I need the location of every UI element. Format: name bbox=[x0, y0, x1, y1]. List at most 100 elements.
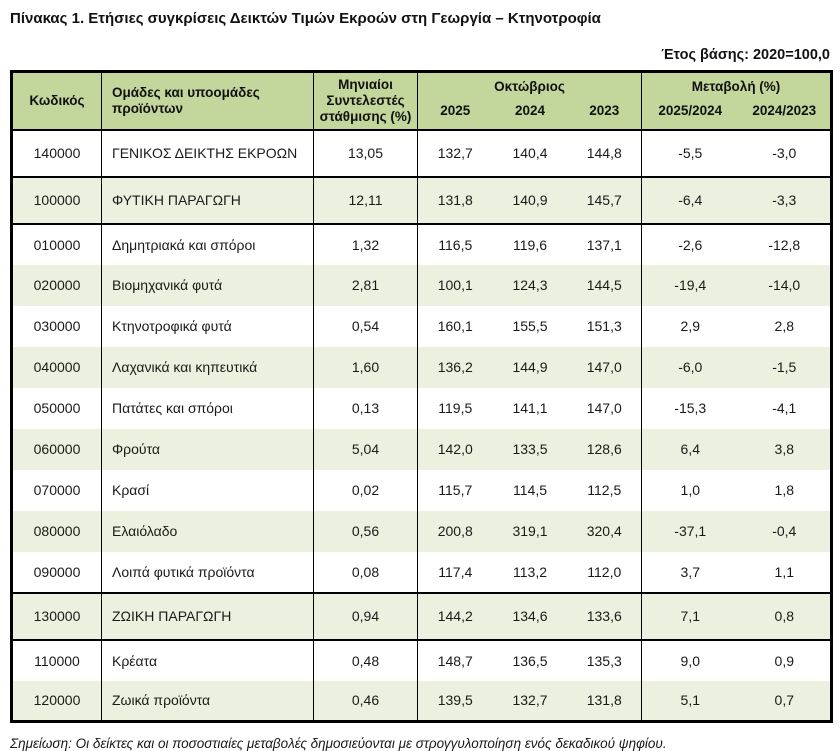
index-2023: 151,3 bbox=[567, 305, 643, 347]
change-2024-2023: 1,8 bbox=[774, 482, 794, 498]
change-2024-2023: -4,1 bbox=[772, 400, 797, 416]
weight-value: 12,11 bbox=[313, 176, 418, 224]
change-2024-2023: 1,1 bbox=[774, 563, 794, 580]
change-2025-2024: 6,4 bbox=[680, 441, 700, 457]
index-2025: 116,5 bbox=[438, 236, 473, 253]
change-2025-2024: 9,0 bbox=[680, 652, 700, 669]
index-2023: 133,6 bbox=[567, 592, 643, 640]
product-code: 080000 bbox=[11, 510, 102, 552]
index-2025: 144,2 bbox=[437, 608, 473, 624]
product-code: 140000 bbox=[11, 129, 102, 177]
index-2024: 140,9 bbox=[512, 192, 548, 208]
col-header-year-2024: 2024 bbox=[492, 101, 568, 130]
product-group-name: Δημητριακά και σπόροι bbox=[101, 223, 314, 265]
table-row: 110000 Κρέατα 0,48 148,7 136,5 135,3 9,0… bbox=[11, 639, 832, 681]
product-group-name: Ελαιόλαδο bbox=[101, 510, 314, 552]
change-2024-2023: 0,7 bbox=[774, 692, 794, 709]
change-2024-2023: 0,9 bbox=[774, 652, 794, 669]
index-2023: 145,7 bbox=[567, 176, 643, 224]
product-group-name: Κρέατα bbox=[101, 639, 314, 681]
base-year-label: Έτος βάσης: 2020=100,0 bbox=[661, 47, 830, 63]
table-row: 140000 ΓΕΝΙΚΟΣ ΔΕΙΚΤΗΣ ΕΚΡΟΩΝ 13,05 132,… bbox=[11, 129, 832, 177]
change-2025-2024: 1,0 bbox=[680, 482, 700, 498]
table-row: 020000 Βιομηχανικά φυτά 2,81 100,1 124,3… bbox=[11, 264, 832, 306]
product-code: 130000 bbox=[11, 592, 102, 640]
product-group-name: Κρασί bbox=[101, 469, 314, 511]
col-header-year-2023: 2023 bbox=[567, 101, 643, 130]
change-2025-2024: 7,1 bbox=[680, 608, 700, 624]
product-group-name: ΖΩΙΚΗ ΠΑΡΑΓΩΓΗ bbox=[101, 592, 314, 640]
change-2025-2024: -15,3 bbox=[674, 400, 707, 416]
index-2024: 134,6 bbox=[512, 608, 548, 624]
footnote: Σημείωση: Οι δείκτες και οι ποσοστιαίες … bbox=[10, 736, 667, 751]
product-code: 060000 bbox=[11, 428, 102, 470]
index-2025: 132,7 bbox=[437, 145, 473, 161]
index-2023: 144,5 bbox=[567, 264, 643, 306]
index-2024: 119,6 bbox=[513, 236, 547, 253]
index-2023: 128,6 bbox=[567, 428, 643, 470]
product-code: 040000 bbox=[11, 346, 102, 388]
change-2025-2024: 2,9 bbox=[680, 318, 700, 334]
change-2024-2023: 0,8 bbox=[774, 608, 794, 624]
header-row-groups: Κωδικός Ομάδες και υποομάδες προϊόντων Μ… bbox=[11, 71, 832, 130]
product-group-name: Ζωικά προϊόντα bbox=[101, 680, 314, 722]
product-code: 010000 bbox=[11, 223, 102, 265]
table-row: 060000 Φρούτα 5,04 142,0 133,5 128,6 6,4… bbox=[11, 428, 832, 470]
weight-value: 0,13 bbox=[313, 387, 418, 429]
weight-value: 5,04 bbox=[313, 428, 418, 470]
index-2024: 132,7 bbox=[512, 692, 548, 709]
index-2023: 131,8 bbox=[567, 680, 643, 722]
table-row: 010000 Δημητριακά και σπόροι 1,32 116,5 … bbox=[11, 223, 832, 265]
index-2025: 136,2 bbox=[437, 359, 473, 375]
change-2025-2024: -2,6 bbox=[678, 236, 703, 253]
col-header-change-2024-2023: 2024/2023 bbox=[738, 101, 832, 130]
product-code: 090000 bbox=[11, 551, 102, 593]
index-2025: 131,8 bbox=[437, 192, 473, 208]
index-2025: 117,4 bbox=[438, 563, 473, 580]
index-2023: 144,8 bbox=[567, 129, 643, 177]
weight-value: 0,48 bbox=[313, 639, 418, 681]
weight-value: 2,81 bbox=[313, 264, 418, 306]
product-code: 020000 bbox=[11, 264, 102, 306]
index-2025: 160,1 bbox=[437, 318, 473, 334]
table-title: Πίνακας 1. Ετήσιες συγκρίσεις Δεικτών Τι… bbox=[10, 10, 601, 27]
change-2024-2023: -1,5 bbox=[772, 359, 797, 375]
index-2025: 142,0 bbox=[437, 441, 473, 457]
index-2023: 112,0 bbox=[567, 551, 643, 593]
table-row: 130000 ΖΩΙΚΗ ΠΑΡΑΓΩΓΗ 0,94 144,2 134,6 1… bbox=[11, 592, 832, 640]
index-2024: 136,5 bbox=[512, 652, 548, 669]
product-group-name: Λαχανικά και κηπευτικά bbox=[101, 346, 314, 388]
weight-value: 0,56 bbox=[313, 510, 418, 552]
weight-value: 0,54 bbox=[313, 305, 418, 347]
table-header: Κωδικός Ομάδες και υποομάδες προϊόντων Μ… bbox=[11, 71, 832, 130]
weight-value: 0,94 bbox=[313, 592, 418, 640]
table-row: 030000 Κτηνοτροφικά φυτά 0,54 160,1 155,… bbox=[11, 305, 832, 347]
table-row: 040000 Λαχανικά και κηπευτικά 1,60 136,2… bbox=[11, 346, 832, 388]
table-row: 120000 Ζωικά προϊόντα 0,46 139,5 132,7 1… bbox=[11, 680, 832, 722]
index-2025: 148,7 bbox=[437, 652, 473, 669]
col-header-code: Κωδικός bbox=[11, 71, 102, 130]
col-header-year-2025: 2025 bbox=[417, 101, 493, 130]
weight-value: 13,05 bbox=[313, 129, 418, 177]
change-2024-2023: 2,8 bbox=[774, 318, 794, 334]
col-header-change-2025-2024: 2025/2024 bbox=[641, 101, 739, 130]
product-group-name: Πατάτες και σπόροι bbox=[101, 387, 314, 429]
table-row: 080000 Ελαιόλαδο 0,56 200,8 319,1 320,4 … bbox=[11, 510, 832, 552]
weight-value: 0,08 bbox=[313, 551, 418, 593]
index-2025: 139,5 bbox=[437, 692, 473, 709]
index-2025: 100,1 bbox=[437, 277, 473, 293]
table-row: 090000 Λοιπά φυτικά προϊόντα 0,08 117,4 … bbox=[11, 551, 832, 593]
header-row-years: 2025 2024 2023 2025/2024 2024/2023 bbox=[12, 101, 832, 130]
index-2024: 133,5 bbox=[512, 441, 548, 457]
product-group-name: Βιομηχανικά φυτά bbox=[101, 264, 314, 306]
index-2024: 114,5 bbox=[513, 482, 547, 498]
product-group-name: Φρούτα bbox=[101, 428, 314, 470]
product-group-name: Λοιπά φυτικά προϊόντα bbox=[101, 551, 314, 593]
product-code: 120000 bbox=[11, 680, 102, 722]
weight-value: 0,46 bbox=[313, 680, 418, 722]
index-2025: 119,5 bbox=[438, 400, 473, 416]
index-2024: 140,4 bbox=[512, 145, 548, 161]
product-group-name: Κτηνοτροφικά φυτά bbox=[101, 305, 314, 347]
change-2025-2024: 5,1 bbox=[680, 692, 700, 709]
index-2024: 144,9 bbox=[512, 359, 548, 375]
